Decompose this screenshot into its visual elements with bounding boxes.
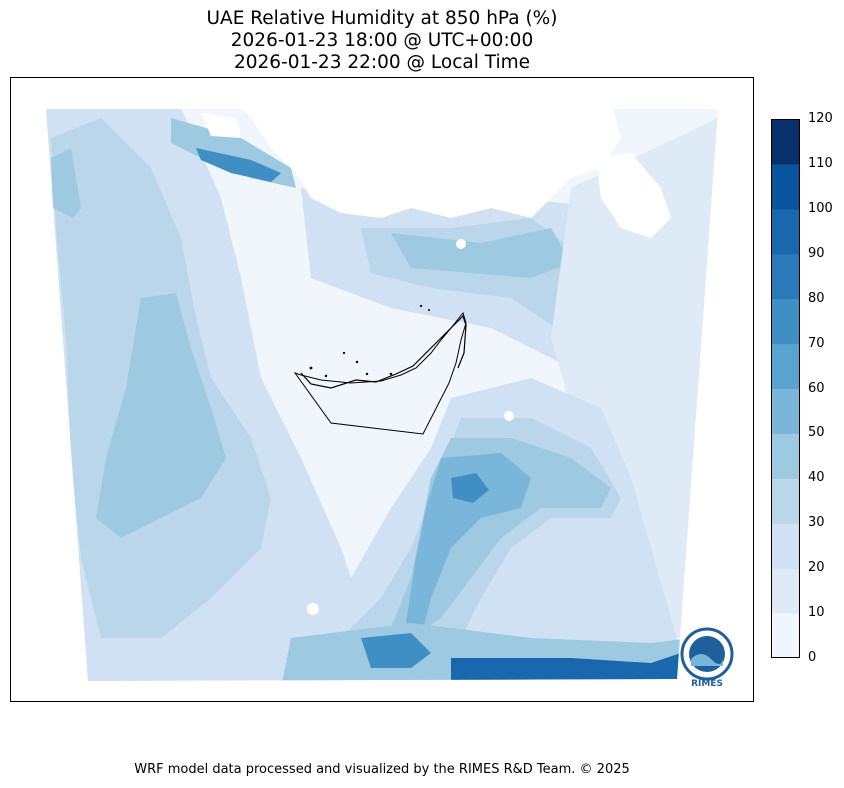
colorbar-tick-label: 80 [808,290,825,306]
map-title-line-3: 2026-01-23 22:00 @ Local Time [233,52,531,73]
colorbar-tick-label: 50 [808,425,825,441]
no-data-spot-1 [456,239,466,249]
map-title-line-1: UAE Relative Humidity at 850 hPa (%) [206,8,558,29]
map-title-line-2: 2026-01-23 18:00 @ UTC+00:00 [230,30,534,51]
colorbar-segment [771,613,800,658]
humidity-region-west-edge [51,148,81,218]
logo-wordmark: RIMES [691,679,723,689]
colorbar-tick-label: 70 [808,335,825,351]
colorbar-segment [771,478,800,524]
colorbar-segment [771,388,800,434]
no-data-region-north [236,109,621,218]
humidity-region-south-edge-core [361,633,431,668]
humidity-region-south-peak [451,473,489,503]
humidity-region-east [551,118,718,638]
colorbar-segment [771,298,800,345]
colorbar-tick-label: 20 [808,560,825,576]
map-panel: RIMES [10,77,754,702]
colorbar [771,119,800,658]
colorbar-tick-label: 60 [808,380,825,396]
humidity-region-south-inner [406,453,531,638]
humidity-region-north-core [391,228,571,278]
humidity-region-gulf-north-core [196,148,281,182]
colorbar-segment [771,163,800,210]
humidity-region-southeast-edge [451,653,683,681]
colorbar-tick-label: 90 [808,245,825,261]
colorbar-segment [771,523,800,569]
colorbar-segment [771,568,800,614]
colorbar-tick-label: 110 [808,155,833,171]
colorbar-tick-label: 40 [808,470,825,486]
colorbar-segment [771,253,800,300]
no-data-spot-3 [307,603,319,615]
colorbar-tick-label: 30 [808,515,825,531]
rimes-logo: RIMES [680,627,734,689]
colorbar-border [771,119,800,658]
no-data-region-northwest [201,113,241,138]
colorbar-segment [771,208,800,255]
humidity-region-west-inner [96,293,226,538]
colorbar-segment [771,343,800,389]
colorbar-tick-label: 0 [808,650,817,665]
no-data-region-northeast [596,153,671,238]
colorbar-tick-label: 10 [808,605,825,621]
footer-credit: WRF model data processed and visualized … [134,762,630,777]
no-data-spot-2 [504,411,514,421]
colorbar-segment [771,119,800,165]
colorbar-tick-label: 100 [808,200,833,216]
uae-islands [309,304,430,378]
humidity-map: RIMES [46,109,734,689]
uae-coastline [300,314,467,389]
colorbar-segment [771,433,800,479]
colorbar-tick-label: 120 [808,111,833,126]
